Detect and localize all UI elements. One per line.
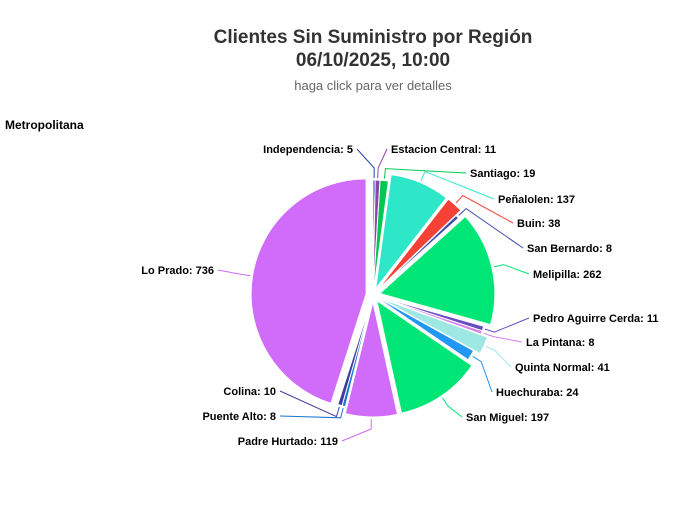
data-label-santiago: Santiago: 19: [470, 168, 535, 180]
connector-penalolen: [420, 170, 495, 200]
connector-colina: [279, 390, 340, 418]
connector-quinta-normal: [485, 345, 512, 368]
connector-melipilla: [493, 264, 530, 275]
connector-santiago: [383, 168, 467, 179]
data-label-san-bernardo: San Bernardo: 8: [527, 243, 612, 255]
data-label-pedro-aguirre-cerda: Pedro Aguirre Cerda: 11: [533, 313, 659, 325]
connector-puente-alto: [279, 408, 344, 419]
data-label-lo-prado: Lo Prado: 736: [141, 265, 214, 277]
connector-san-bernardo: [458, 207, 524, 249]
connector-buin: [455, 194, 514, 224]
pie-slice-huechuraba[interactable]: [372, 294, 475, 361]
data-label-penalolen: Peñalolen: 137: [498, 194, 575, 206]
pie-slice-colina[interactable]: [337, 294, 374, 407]
data-label-estacion-central: Estacion Central: 11: [391, 144, 496, 156]
connector-la-pintana: [483, 332, 523, 343]
connector-padre-hurtado: [341, 418, 372, 442]
chart-title: Clientes Sin Suministro por Región 06/10…: [0, 26, 676, 72]
chart-title-line2: 06/10/2025, 10:00: [295, 50, 451, 71]
connector-estacion-central: [377, 148, 388, 179]
data-label-melipilla: Melipilla: 262: [533, 269, 601, 281]
region-label: Metropolitana: [5, 118, 84, 132]
chart-title-line1: Clientes Sin Suministro por Región: [213, 27, 533, 48]
connector-independencia: [356, 148, 375, 179]
connector-lo-prado: [217, 269, 251, 277]
chart-subtitle[interactable]: haga click para ver detalles: [294, 78, 452, 93]
pie-slice-quinta-normal[interactable]: [379, 297, 489, 355]
data-label-padre-hurtado: Padre Hurtado: 119: [238, 436, 338, 448]
pie-slice-santiago[interactable]: [372, 179, 389, 296]
connector-san-miguel: [441, 397, 463, 418]
pie-slice-padre-hurtado[interactable]: [344, 301, 399, 418]
pie-slice-lo-prado[interactable]: [250, 178, 367, 405]
pie-slice-penalolen[interactable]: [374, 174, 448, 291]
pie-slice-la-pintana[interactable]: [372, 294, 483, 335]
connector-pedro-aguirre-cerda: [484, 317, 530, 333]
connector-huechuraba: [472, 355, 493, 393]
data-label-huechuraba: Huechuraba: 24: [496, 387, 579, 399]
data-label-san-miguel: San Miguel: 197: [466, 412, 549, 424]
data-label-independencia: Independencia: 5: [263, 144, 353, 156]
pie-slice-san-bernardo[interactable]: [372, 214, 460, 296]
data-label-puente-alto: Puente Alto: 8: [202, 411, 276, 423]
pie-slice-buin[interactable]: [377, 198, 462, 291]
pie-slice-melipilla[interactable]: [378, 215, 496, 326]
data-label-la-pintana: La Pintana: 8: [526, 337, 594, 349]
pie-slice-san-miguel[interactable]: [376, 299, 473, 414]
data-label-quinta-normal: Quinta Normal: 41: [515, 362, 610, 374]
data-label-colina: Colina: 10: [223, 386, 276, 398]
data-label-buin: Buin: 38: [517, 218, 560, 230]
